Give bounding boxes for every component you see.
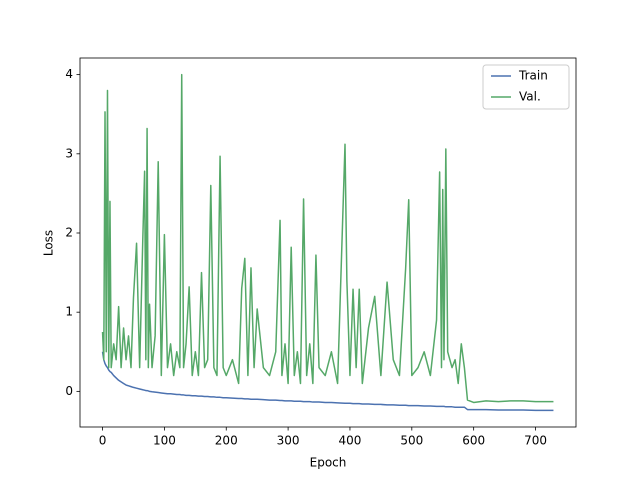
x-tick-label: 500 <box>400 434 423 448</box>
x-tick-label: 700 <box>524 434 547 448</box>
x-tick-label: 400 <box>339 434 362 448</box>
x-tick-label: 600 <box>462 434 485 448</box>
legend-label: Val. <box>519 90 541 104</box>
y-tick-label: 3 <box>65 146 73 160</box>
x-tick-label: 0 <box>99 434 107 448</box>
series-line <box>101 351 554 412</box>
y-axis-label: Loss <box>42 230 56 256</box>
legend-label: Train <box>518 69 548 83</box>
y-tick-label: 1 <box>65 305 73 319</box>
x-axis-label: Epoch <box>310 456 347 470</box>
x-tick-label: 300 <box>277 434 300 448</box>
y-tick-label: 2 <box>65 225 73 239</box>
series-line <box>101 73 554 404</box>
y-tick-label: 4 <box>65 67 73 81</box>
x-tick-label: 100 <box>153 434 176 448</box>
y-tick-label: 0 <box>65 384 73 398</box>
x-tick-label: 200 <box>215 434 238 448</box>
plot-frame <box>79 57 577 428</box>
